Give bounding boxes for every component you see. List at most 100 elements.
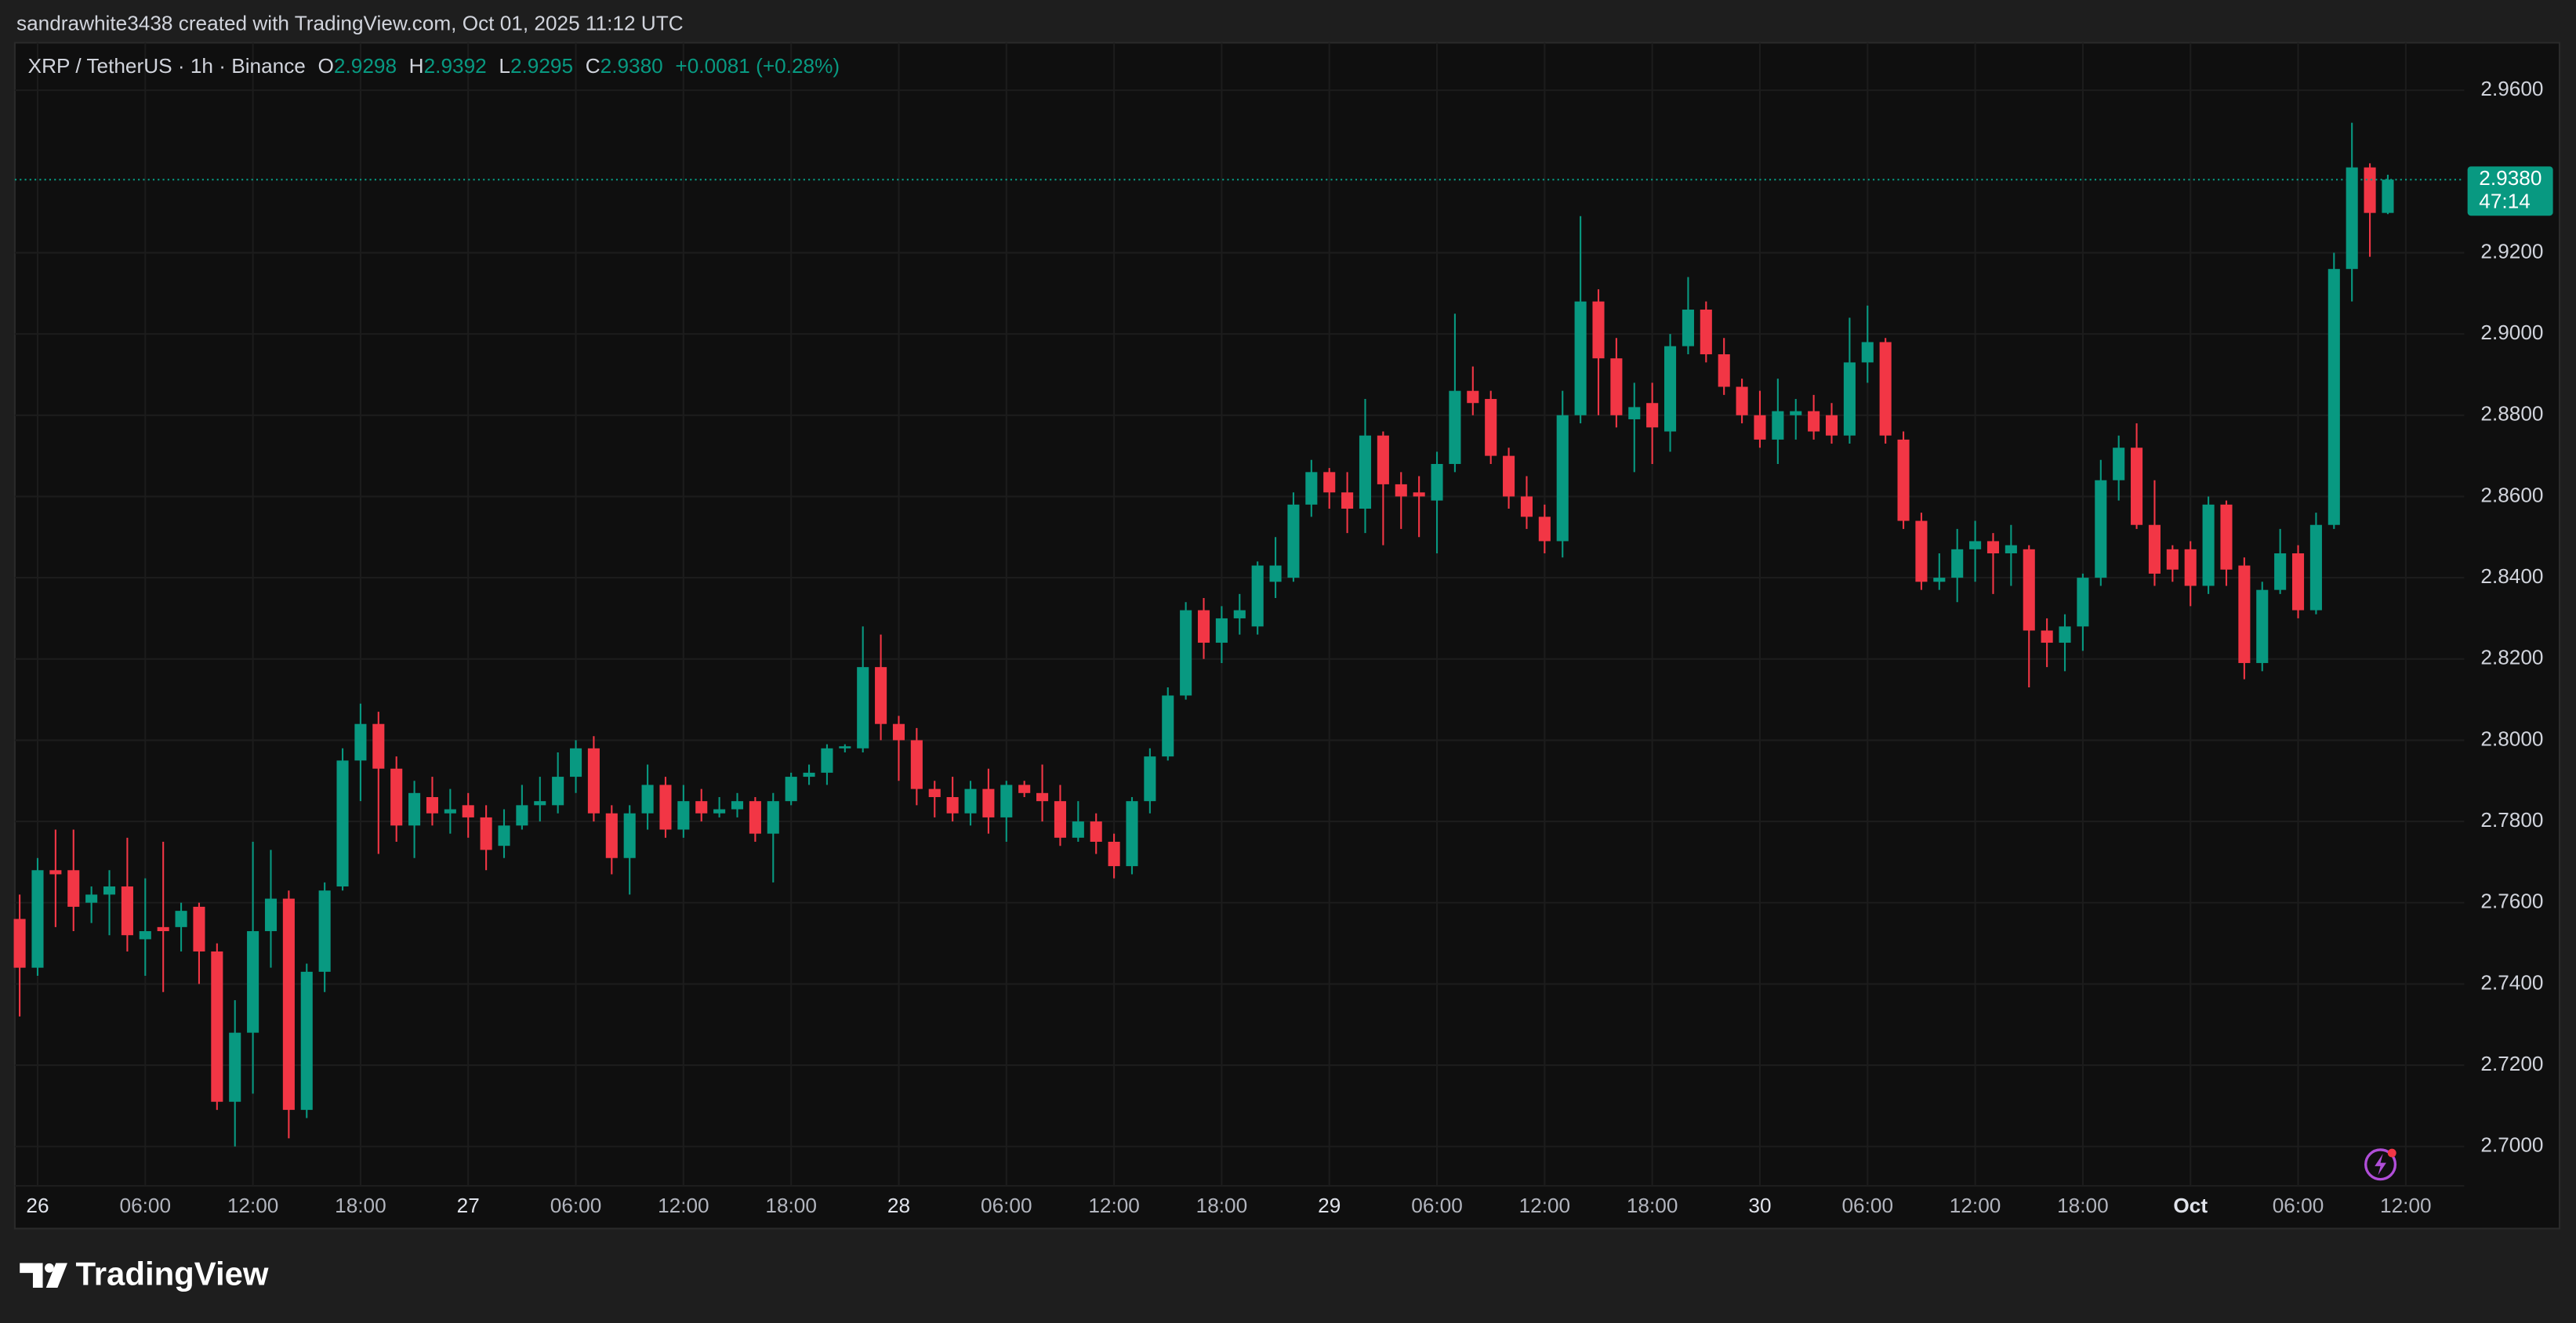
y-tick-label: 2.8400 — [2480, 564, 2543, 588]
candle-body — [139, 931, 151, 940]
candle-body — [1556, 415, 1569, 542]
candle-body — [587, 748, 600, 814]
candle-body — [1610, 358, 1623, 415]
candle-body — [67, 870, 80, 907]
candle-body — [1700, 310, 1712, 355]
candle-body — [1646, 403, 1659, 428]
x-tick-label: 18:00 — [1627, 1194, 1678, 1217]
y-tick-label: 2.9600 — [2480, 77, 2543, 100]
candle-body — [336, 760, 349, 887]
candle-body — [1305, 472, 1318, 505]
candle-body — [1072, 821, 1084, 838]
candle-body — [2131, 448, 2143, 525]
candle-body — [910, 740, 923, 789]
y-tick-label: 2.7000 — [2480, 1133, 2543, 1157]
brand-name: TradingView — [75, 1255, 268, 1292]
candle-body — [444, 809, 456, 814]
candle-body — [2291, 553, 2305, 611]
y-tick-label: 2.7600 — [2480, 890, 2543, 913]
candle-body — [193, 906, 205, 951]
candle-body — [713, 809, 726, 814]
candle-body — [2238, 565, 2251, 663]
candle-body — [1951, 549, 1964, 578]
legend-label: H — [409, 54, 424, 78]
candle-body — [1036, 792, 1049, 802]
candle-body — [480, 817, 492, 850]
candle-body — [552, 777, 564, 806]
x-tick-label: 06:00 — [981, 1194, 1032, 1217]
alert-bolt — [2375, 1154, 2386, 1176]
candle-body — [1754, 415, 1766, 440]
candle-body — [2184, 549, 2197, 586]
candle-body — [767, 801, 779, 834]
candle-body — [1287, 504, 1300, 578]
candle-body — [605, 813, 618, 858]
candle-body — [1485, 399, 1497, 456]
candle-body — [85, 894, 98, 903]
candle-body — [2202, 504, 2215, 586]
candle-body — [2364, 167, 2376, 213]
y-tick-label: 2.8200 — [2480, 646, 2543, 669]
legend-label: O — [318, 54, 334, 78]
x-tick-label: 06:00 — [550, 1194, 602, 1217]
candle-body — [2274, 553, 2287, 590]
candle-body — [695, 801, 708, 814]
y-tick-label: 2.9200 — [2480, 239, 2543, 263]
x-tick-label: 12:00 — [1088, 1194, 1140, 1217]
candle-body — [2095, 480, 2107, 578]
alert-icon[interactable] — [2364, 1148, 2397, 1181]
candle-body — [1628, 407, 1641, 419]
candle-body — [785, 777, 797, 802]
candle-body — [1413, 492, 1425, 497]
brand-logo[interactable]: TradingView — [20, 1255, 269, 1292]
candle-body — [1772, 411, 1784, 440]
x-tick-label: 18:00 — [765, 1194, 817, 1217]
candle-body — [462, 805, 474, 817]
candle-body — [1108, 842, 1120, 867]
x-tick-label: 06:00 — [120, 1194, 172, 1217]
candle-body — [1825, 415, 1838, 436]
logo-v — [45, 1263, 67, 1288]
candle-body — [1843, 362, 1856, 436]
candle-body — [1574, 301, 1587, 415]
legend-value: 2.9298 — [334, 54, 397, 78]
candle-body — [1915, 520, 1928, 582]
candle-body — [1790, 411, 1802, 415]
x-tick-label: Oct — [2173, 1194, 2208, 1217]
legend-symbol: XRP / TetherUS · 1h · Binance — [28, 54, 306, 78]
candle-body — [1449, 390, 1461, 464]
candle-body — [1467, 390, 1479, 404]
candle-body — [1215, 618, 1228, 643]
candle-body — [1718, 354, 1730, 387]
candle-body — [2327, 269, 2340, 525]
candle-body — [1162, 695, 1174, 757]
candle-body — [857, 667, 869, 748]
candle-body — [623, 813, 636, 858]
x-tick-label: 27 — [457, 1194, 480, 1217]
candle-body — [157, 926, 169, 932]
candle-body — [982, 788, 995, 817]
candle-body — [1251, 565, 1264, 627]
candle-body — [1090, 821, 1102, 843]
legend: XRP / TetherUS · 1h · Binance O2.9298 H2… — [28, 54, 840, 78]
x-tick-label: 12:00 — [1519, 1194, 1571, 1217]
logo-t — [20, 1263, 43, 1288]
candle-body — [1126, 801, 1138, 867]
candle-body — [2059, 626, 2071, 643]
candle-body — [2005, 545, 2017, 554]
candle-body — [928, 788, 941, 797]
candle-body — [1180, 610, 1192, 696]
candle-body — [892, 723, 905, 741]
y-tick-label: 2.7400 — [2480, 970, 2543, 994]
x-tick-label: 12:00 — [658, 1194, 709, 1217]
x-tick-label: 30 — [1748, 1194, 1771, 1217]
candle-body — [1377, 435, 1389, 484]
y-tick-label: 2.8000 — [2480, 727, 2543, 750]
legend-value: 2.9392 — [424, 54, 487, 78]
candle-body — [2256, 589, 2269, 663]
candle-body — [354, 723, 367, 761]
candle-body — [964, 788, 977, 814]
candle-body — [282, 898, 295, 1111]
candle-body — [875, 667, 887, 724]
candle-body — [498, 825, 510, 846]
